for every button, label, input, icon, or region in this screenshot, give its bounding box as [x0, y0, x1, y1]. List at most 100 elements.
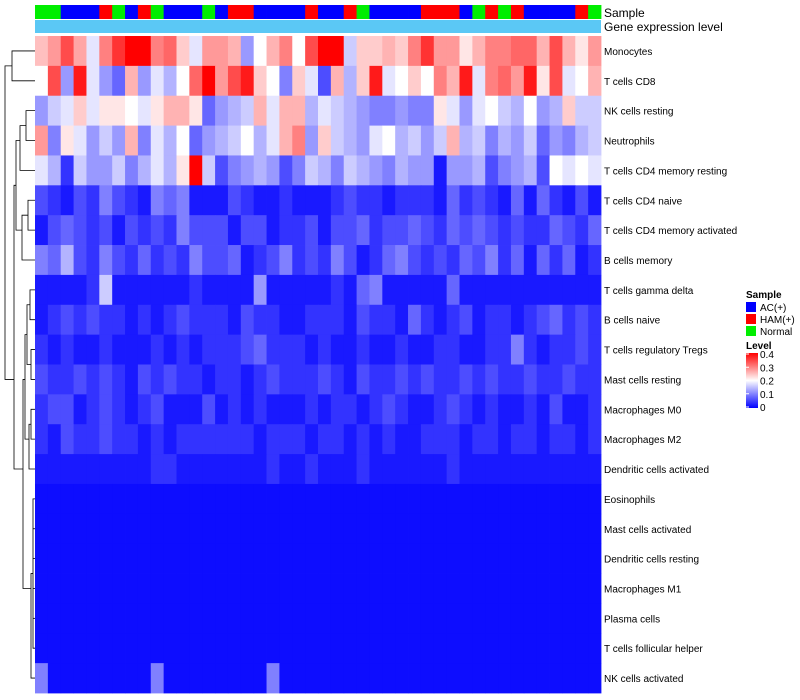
sample-annotation-cell [549, 5, 563, 19]
heatmap-cell [523, 36, 538, 67]
heatmap-cell [137, 394, 152, 425]
row-label: Macrophages M2 [604, 435, 682, 446]
heatmap-cell [240, 364, 255, 395]
heatmap-cell [523, 663, 538, 694]
heatmap-cell [575, 274, 589, 306]
heatmap-cell [343, 65, 357, 97]
heatmap-cell [498, 65, 512, 97]
heatmap-cell [125, 185, 139, 216]
heatmap-cell [446, 36, 460, 67]
heatmap-cell [125, 454, 139, 485]
heatmap-cell [343, 603, 357, 634]
heatmap-cell [292, 274, 306, 306]
heatmap-cell [588, 573, 602, 604]
heatmap-cell [189, 185, 203, 216]
heatmap-cell [292, 304, 306, 336]
heatmap-cell [356, 513, 370, 545]
heatmap-cell [446, 483, 460, 515]
heatmap-cell [549, 334, 563, 365]
heatmap-cell [227, 633, 242, 664]
heatmap-cell [408, 663, 422, 694]
heatmap-cell [125, 633, 139, 664]
heatmap-cell [459, 364, 473, 395]
heatmap-cell [266, 65, 280, 97]
heatmap-cell [202, 543, 216, 574]
heatmap-cell [472, 274, 486, 306]
heatmap-cell [485, 215, 499, 246]
dendrogram-branch [22, 379, 31, 589]
sample-annotation-cell [150, 5, 165, 19]
dendrogram-branch [15, 140, 22, 231]
heatmap-cell [510, 483, 525, 515]
heatmap-cell [459, 155, 473, 186]
heatmap-cell [575, 454, 589, 485]
heatmap-cell [176, 304, 190, 336]
dendrogram-branch [11, 50, 35, 82]
heatmap-cell [73, 95, 87, 126]
heatmap-cell [125, 573, 139, 604]
heatmap-cell [137, 215, 152, 246]
row-label: Macrophages M0 [604, 405, 682, 416]
heatmap-cell [292, 454, 306, 485]
heatmap-cell [279, 663, 293, 694]
heatmap-cell [343, 513, 357, 545]
heatmap-cell [575, 304, 589, 336]
heatmap-cell [227, 364, 242, 395]
heatmap-cell [253, 304, 267, 336]
heatmap-cell [112, 95, 126, 126]
heatmap-cell [305, 424, 319, 455]
heatmap-cell [227, 274, 242, 306]
heatmap-cell [125, 125, 139, 156]
heatmap-cell [510, 513, 525, 545]
heatmap-cell [588, 274, 602, 306]
sample-annotation-cell [137, 5, 152, 19]
heatmap-cell [318, 454, 332, 485]
heatmap-cell [137, 95, 152, 126]
heatmap-cell [446, 155, 460, 186]
heatmap-cell [125, 663, 139, 694]
heatmap-cell [562, 424, 576, 455]
heatmap-cell [215, 65, 229, 97]
heatmap-cell [215, 513, 229, 545]
heatmap-cell [588, 364, 602, 395]
heatmap-cell [86, 603, 100, 634]
heatmap-cell [202, 65, 216, 97]
heatmap-cell [510, 215, 525, 246]
sample-annotation-cell [420, 5, 435, 19]
heatmap-cell [536, 274, 550, 306]
heatmap-cell [472, 543, 486, 574]
heatmap-cell [86, 304, 100, 336]
heatmap-cell [510, 543, 525, 574]
heatmap-cell [549, 364, 563, 395]
heatmap-cell [433, 36, 448, 67]
heatmap-cell [510, 36, 525, 67]
heatmap-cell [459, 274, 473, 306]
heatmap-cell [382, 573, 396, 604]
heatmap-cell [588, 36, 602, 67]
heatmap-cell [163, 424, 177, 455]
heatmap-cell [472, 513, 486, 545]
heatmap-cell [459, 454, 473, 485]
heatmap-cell [420, 304, 435, 336]
heatmap-cell [35, 185, 49, 216]
heatmap-cell [292, 573, 306, 604]
heatmap-cell [382, 603, 396, 634]
sample-annotation-cell [47, 5, 62, 19]
heatmap-cell [459, 513, 473, 545]
heatmap-cell [215, 304, 229, 336]
heatmap-cell [86, 424, 100, 455]
heatmap-cell [330, 334, 345, 365]
heatmap-cell [176, 274, 190, 306]
heatmap-cell [459, 603, 473, 634]
heatmap-cell [112, 603, 126, 634]
heatmap-cell [433, 65, 448, 97]
heatmap-cell [35, 663, 49, 694]
heatmap-cell [227, 36, 242, 67]
heatmap-cell [60, 454, 74, 485]
heatmap-cell [446, 95, 460, 126]
heatmap-cell [459, 573, 473, 604]
heatmap-cell [125, 483, 139, 515]
heatmap-cell [318, 543, 332, 574]
heatmap-cell [523, 185, 538, 216]
heatmap-cell [446, 603, 460, 634]
